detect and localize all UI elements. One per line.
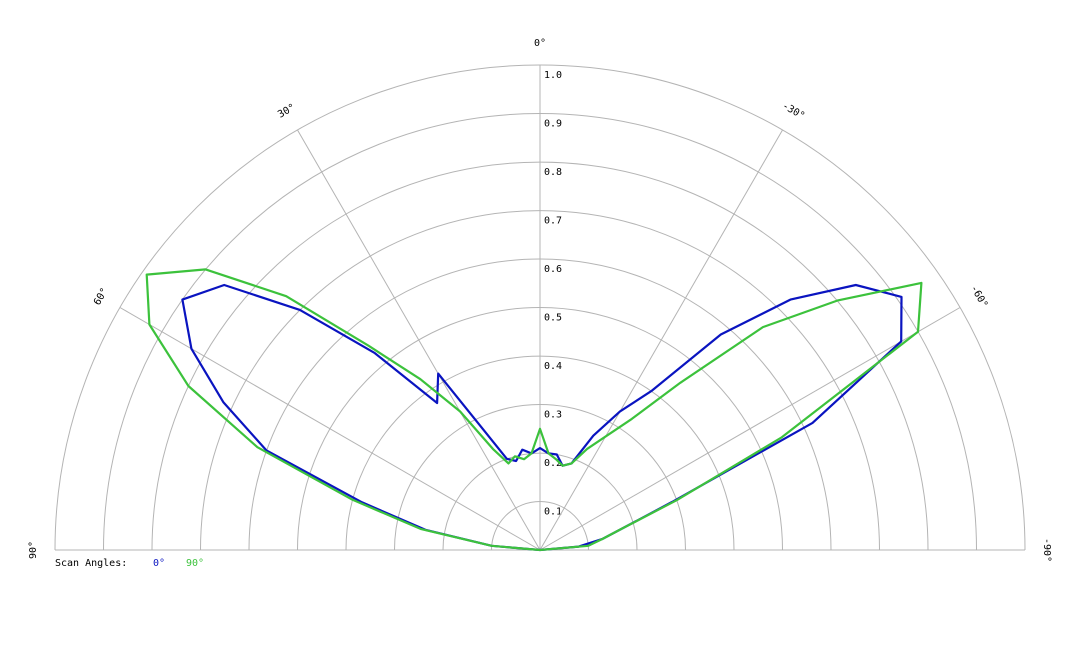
series-line (145, 268, 923, 552)
r-tick-label: 1.0 (544, 70, 562, 81)
grid-spoke (539, 307, 961, 551)
theta-tick-label: -90° (1041, 538, 1052, 562)
theta-tick-label: 30° (276, 102, 297, 121)
grid-spoke (297, 129, 541, 551)
r-tick-label: 0.6 (544, 264, 562, 275)
r-tick-label: 0.4 (544, 361, 562, 372)
series-line (181, 283, 903, 552)
r-tick-label: 0.5 (544, 313, 562, 324)
theta-tick-label: -30° (780, 101, 806, 123)
r-tick-label: 0.3 (544, 410, 562, 421)
r-tick-label: 0.7 (544, 216, 562, 227)
grid-spoke (119, 307, 541, 551)
grid-spoke (539, 129, 783, 551)
grid-layer: 0.1 0.2 0.3 0.4 0.5 0.6 0.7 0.8 0.9 1.0 90° 60° 30° 0… (28, 38, 1052, 562)
legend-title: Scan Angles: (55, 558, 127, 569)
theta-tick-label: 90° (28, 541, 39, 559)
r-tick-label: 0.2 (544, 458, 562, 469)
r-tick-label: 0.9 (544, 119, 562, 130)
data-layer (145, 268, 923, 552)
r-tick-label: 0.8 (544, 167, 562, 178)
legend-entry: 0° (153, 558, 165, 569)
r-tick-label: 0.1 (544, 507, 562, 518)
legend-entry: 90° (186, 558, 204, 569)
theta-tick-label: -60° (968, 284, 990, 310)
theta-tick-label: 0° (534, 38, 546, 49)
theta-tick-label: 60° (92, 286, 111, 307)
